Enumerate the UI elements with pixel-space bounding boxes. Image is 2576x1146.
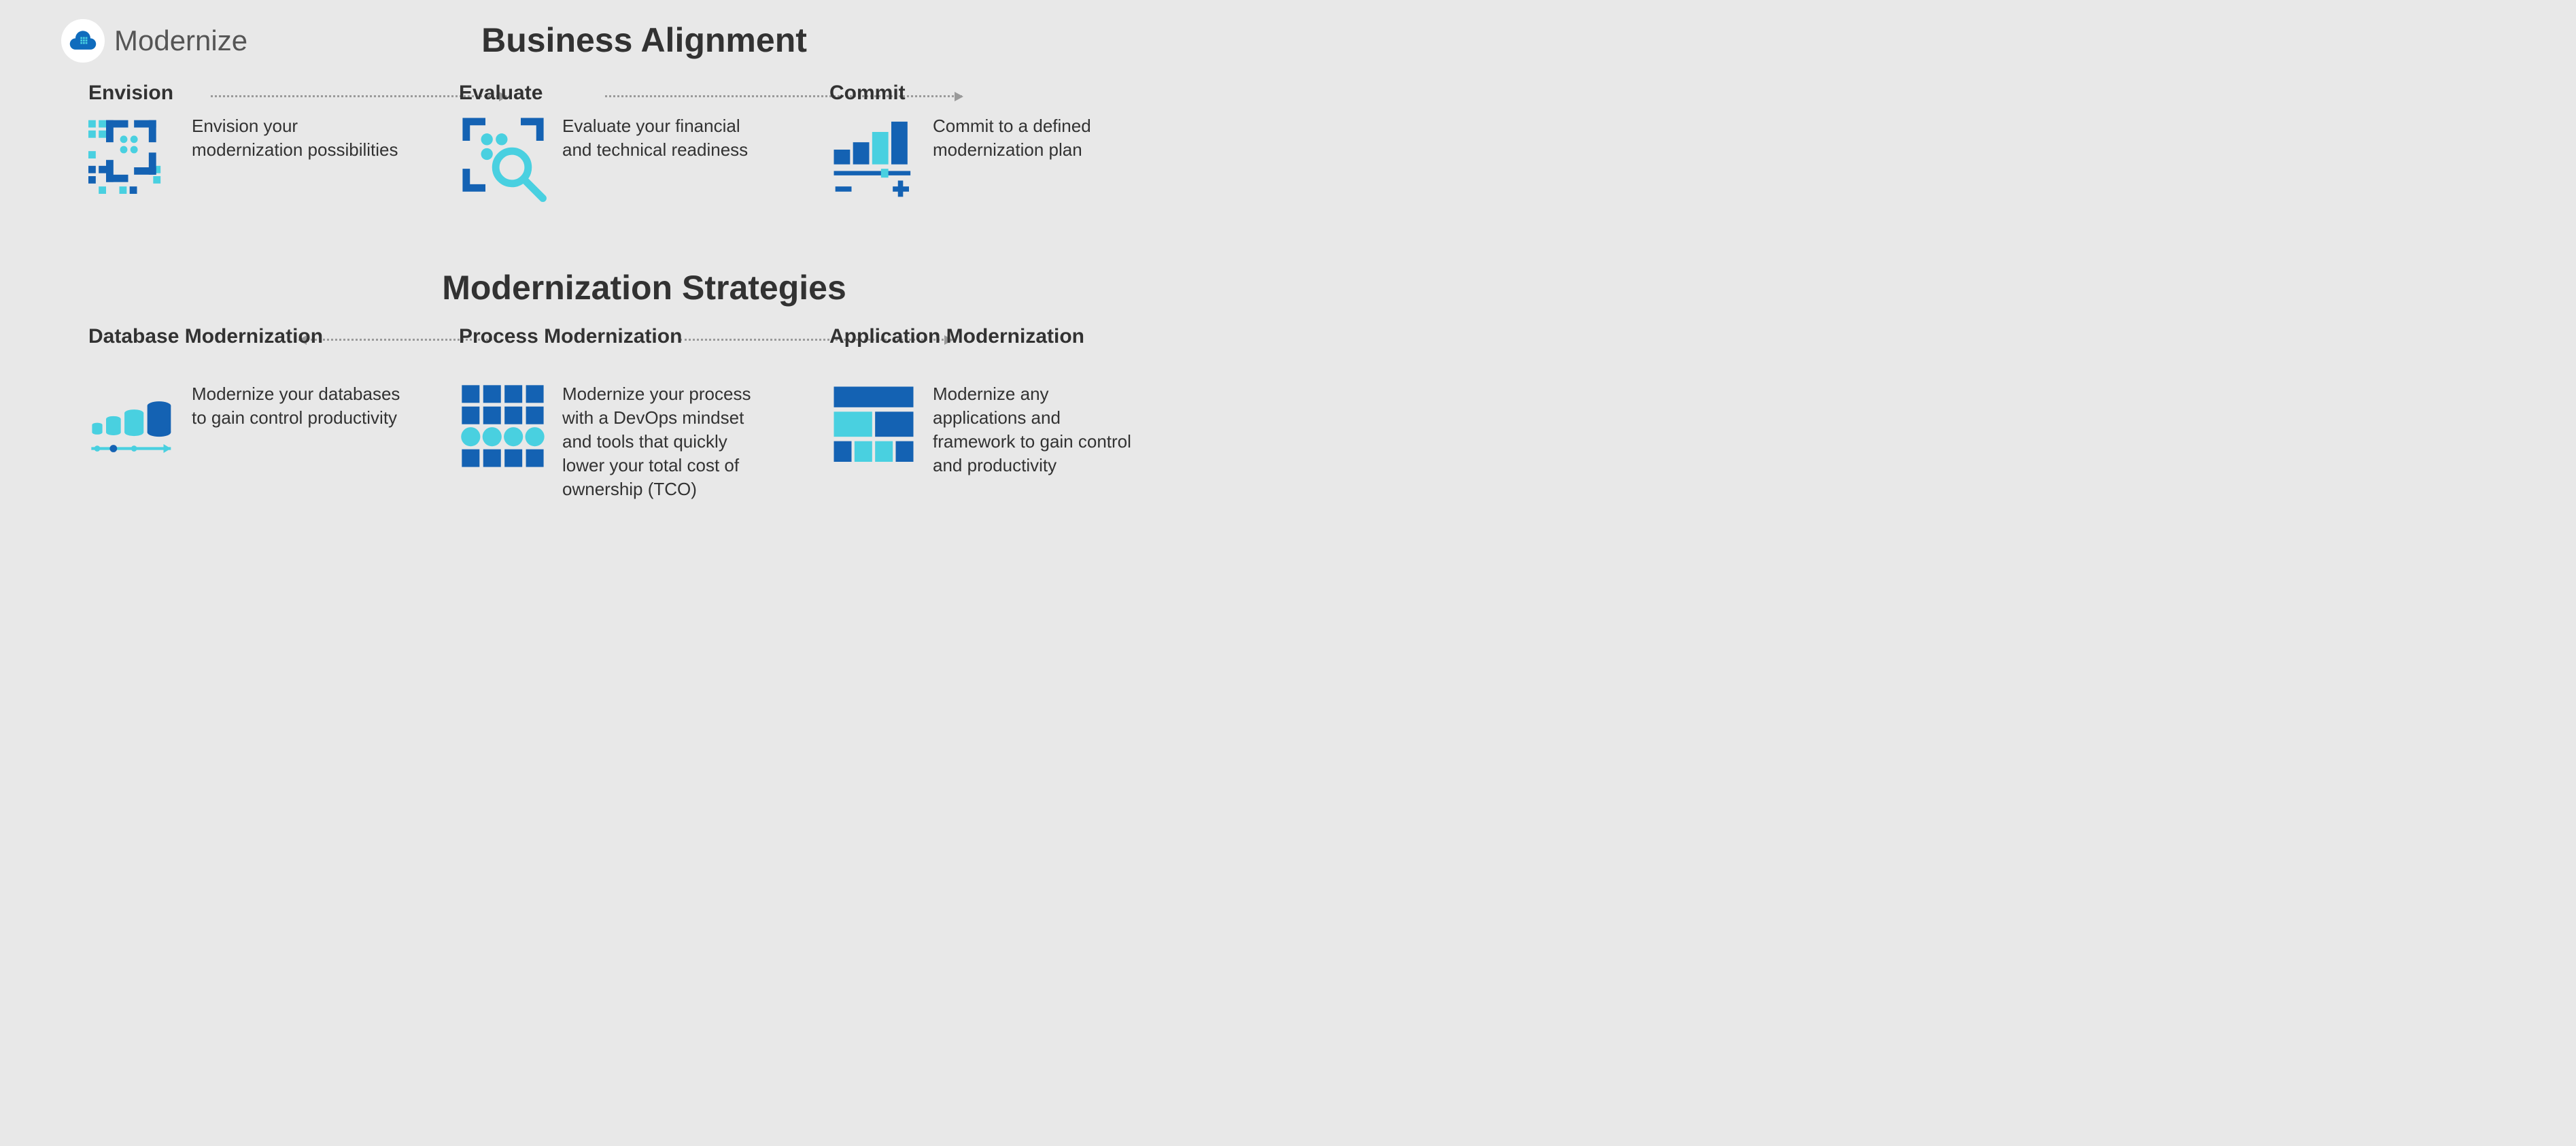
cell-desc: Envision your modernization possibilitie… (192, 114, 402, 162)
row-business-alignment: Envision (0, 82, 1288, 203)
process-icon (459, 382, 547, 471)
application-icon (829, 382, 918, 471)
evaluate-icon (459, 114, 547, 203)
cell-title: Application Modernization (829, 325, 1200, 374)
row-modernization-strategies: Database Modernization (0, 325, 1288, 501)
envision-icon (88, 114, 177, 203)
section-title-modernization-strategies: Modernization Strategies (442, 268, 846, 307)
database-icon (88, 382, 177, 471)
cloud-icon (61, 19, 105, 63)
cell-title: Database Modernization (88, 325, 459, 374)
section-title-business-alignment: Business Alignment (481, 20, 807, 60)
cell-title: Commit (829, 82, 1200, 106)
logo: Modernize (61, 19, 247, 63)
cell-desc: Modernize your process with a DevOps min… (562, 382, 773, 501)
cell-commit: Commit Commit to a defined moderniza (829, 82, 1200, 203)
cell-title: Envision (88, 82, 459, 106)
cell-process-modernization: Process Modernization Modernize your pro… (459, 325, 829, 501)
cell-desc: Evaluate your financial and technical re… (562, 114, 773, 162)
cell-application-modernization: Application Modernization Modernize any … (829, 325, 1200, 501)
cell-desc: Commit to a defined modernization plan (933, 114, 1144, 162)
cell-title: Evaluate (459, 82, 829, 106)
cell-title: Process Modernization (459, 325, 829, 374)
cell-evaluate: Evaluate Eval (459, 82, 829, 203)
logo-text: Modernize (114, 24, 247, 57)
commit-icon (829, 114, 918, 203)
cell-envision: Envision (88, 82, 459, 203)
cell-desc: Modernize any applications and framework… (933, 382, 1144, 477)
cell-database-modernization: Database Modernization (88, 325, 459, 501)
cell-desc: Modernize your databases to gain control… (192, 382, 402, 430)
